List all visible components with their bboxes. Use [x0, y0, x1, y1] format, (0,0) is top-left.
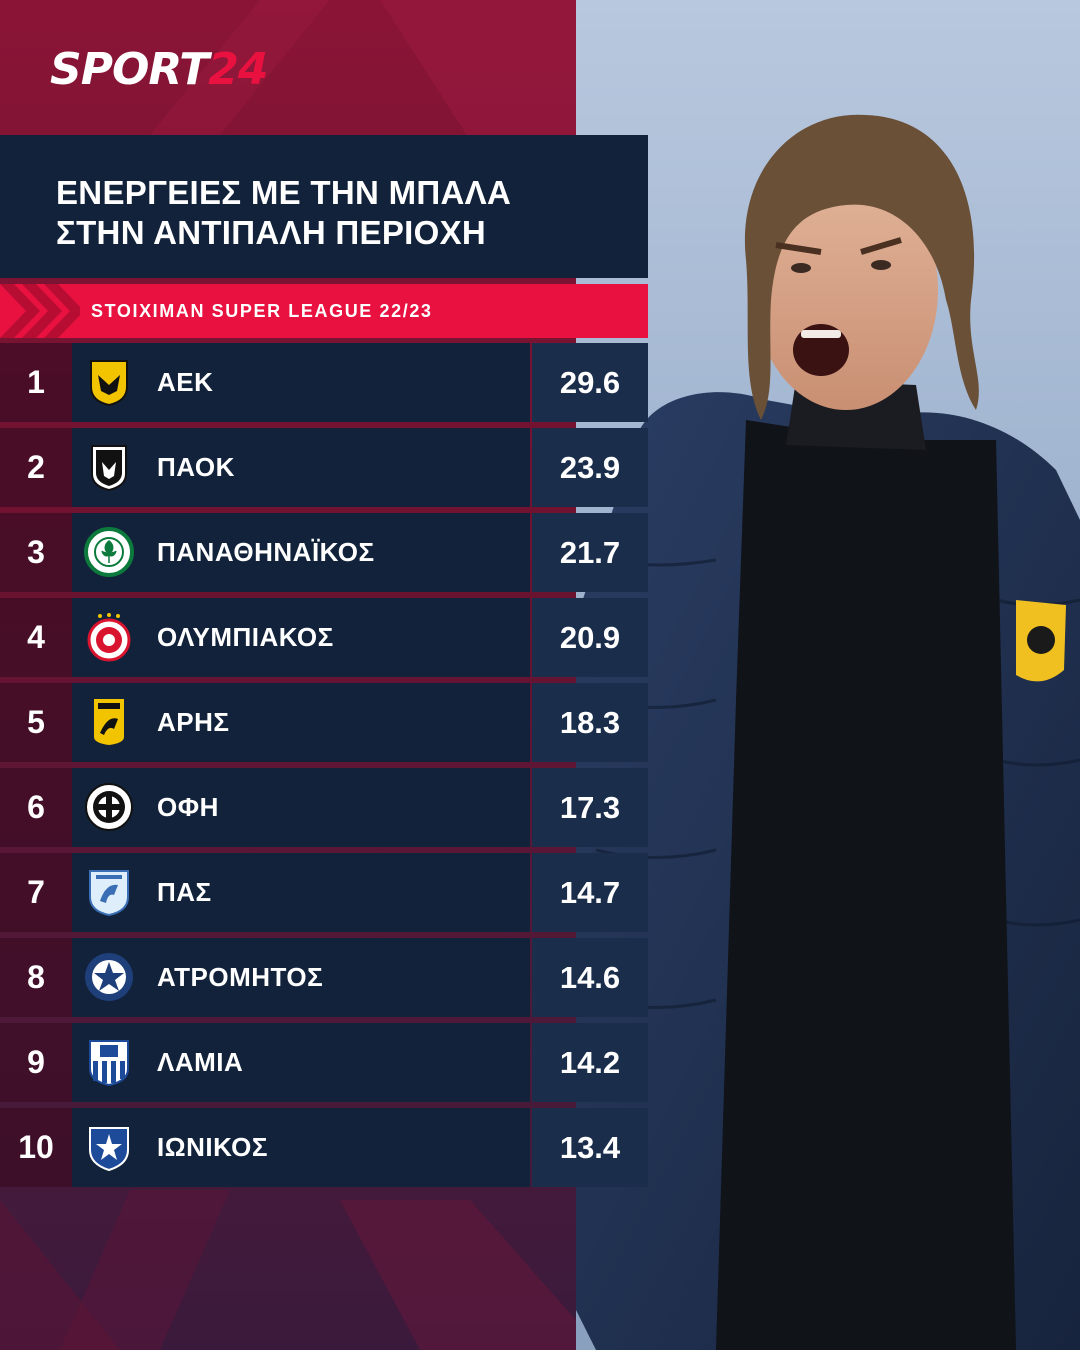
team-cell: ΑΤΡΟΜΗΤΟΣ: [72, 938, 530, 1017]
team-cell: ΛΑΜΙΑ: [72, 1023, 530, 1102]
stat-value: 21.7: [532, 513, 648, 592]
table-row: 2 ΠΑΟΚ 23.9: [0, 428, 648, 507]
title-line-2: ΣΤΗΝ ΑΝΤΙΠΑΛΗ ΠΕΡΙΟΧΗ: [56, 214, 487, 251]
stat-value: 14.7: [532, 853, 648, 932]
table-row: 8 ΑΤΡΟΜΗΤΟΣ 14.6: [0, 938, 648, 1017]
team-name: ΑΡΗΣ: [157, 707, 230, 737]
lamia-crest-icon: [89, 1040, 129, 1087]
logo-part-sport: SPORT: [50, 44, 209, 95]
stat-value: 14.6: [532, 938, 648, 1017]
rank-number: 9: [0, 1023, 72, 1102]
logo-part-24: 24: [208, 44, 268, 95]
olympiakos-crest-icon: [87, 613, 131, 662]
team-name: ΠΑΝΑΘΗΝΑΪΚΟΣ: [157, 537, 375, 567]
stat-value: 14.2: [532, 1023, 648, 1102]
ofi-crest-icon: [85, 783, 133, 831]
pas-crest-icon: [89, 870, 129, 917]
team-name: ΠΑΣ: [157, 877, 212, 907]
team-name: ΟΛΥΜΠΙΑΚΟΣ: [157, 622, 334, 652]
rank-number: 1: [0, 343, 72, 422]
table-row: 6 ΟΦΗ 17.3: [0, 768, 648, 847]
league-banner: STOIXIMAN SUPER LEAGUE 22/23: [0, 284, 648, 338]
team-cell: ΠΑΟΚ: [72, 428, 530, 507]
rank-number: 7: [0, 853, 72, 932]
coach-photo: [576, 0, 1080, 1350]
rank-number: 10: [0, 1108, 72, 1187]
stat-value: 18.3: [532, 683, 648, 762]
team-name: ΠΑΟΚ: [157, 452, 235, 482]
team-name: ΑΕΚ: [157, 367, 214, 397]
team-cell: ΠΑΝΑΘΗΝΑΪΚΟΣ: [72, 513, 530, 592]
stat-value: 23.9: [532, 428, 648, 507]
team-name: ΙΩΝΙΚΟΣ: [157, 1132, 268, 1162]
team-name: ΛΑΜΙΑ: [157, 1047, 244, 1077]
panathinaikos-crest-icon: [84, 527, 134, 577]
team-cell: ΑΕΚ: [72, 343, 530, 422]
rank-number: 5: [0, 683, 72, 762]
diagonal-stripes-icon: [0, 284, 80, 338]
rank-number: 4: [0, 598, 72, 677]
team-cell: ΠΑΣ: [72, 853, 530, 932]
team-name: ΑΤΡΟΜΗΤΟΣ: [157, 962, 324, 992]
table-row: 4 ΟΛΥΜΠΙΑΚΟΣ 20.9: [0, 598, 648, 677]
team-cell: ΟΦΗ: [72, 768, 530, 847]
ionikos-crest-icon: [89, 1127, 129, 1172]
paok-crest-icon: [91, 445, 127, 492]
atromitos-crest-icon: [85, 953, 133, 1001]
league-label: STOIXIMAN SUPER LEAGUE 22/23: [91, 301, 433, 321]
stat-value: 29.6: [532, 343, 648, 422]
sport24-logo: SPORT24: [50, 44, 269, 95]
table-row: 9 ΛΑΜΙΑ 14.2: [0, 1023, 648, 1102]
rank-number: 2: [0, 428, 72, 507]
table-row: 1 ΑΕΚ 29.6: [0, 343, 648, 422]
table-row: 7 ΠΑΣ 14.7: [0, 853, 648, 932]
stat-value: 20.9: [532, 598, 648, 677]
rank-number: 8: [0, 938, 72, 1017]
aek-crest-icon: [90, 360, 128, 407]
stat-value: 17.3: [532, 768, 648, 847]
table-row: 10 ΙΩΝΙΚΟΣ 13.4: [0, 1108, 648, 1187]
rank-number: 6: [0, 768, 72, 847]
rank-number: 3: [0, 513, 72, 592]
team-cell: ΑΡΗΣ: [72, 683, 530, 762]
team-cell: ΙΩΝΙΚΟΣ: [72, 1108, 530, 1187]
team-cell: ΟΛΥΜΠΙΑΚΟΣ: [72, 598, 530, 677]
title-panel: ΕΝΕΡΓΕΙΕΣ ΜΕ ΤΗΝ ΜΠΑΛΑ ΣΤΗΝ ΑΝΤΙΠΑΛΗ ΠΕΡ…: [0, 135, 648, 278]
team-name: ΟΦΗ: [157, 792, 219, 822]
aris-crest-icon: [94, 699, 124, 745]
title-line-1: ΕΝΕΡΓΕΙΕΣ ΜΕ ΤΗΝ ΜΠΑΛΑ: [56, 174, 512, 211]
table-row: 3 ΠΑΝΑΘΗΝΑΪΚΟΣ 21.7: [0, 513, 648, 592]
stat-value: 13.4: [532, 1108, 648, 1187]
table-row: 5 ΑΡΗΣ 18.3: [0, 683, 648, 762]
